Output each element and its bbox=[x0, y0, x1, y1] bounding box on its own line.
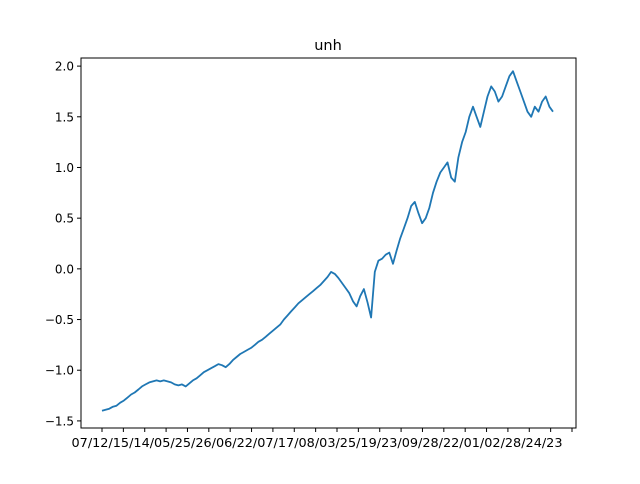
y-tick-label: 0.0 bbox=[55, 262, 74, 276]
y-tick-label: 1.5 bbox=[55, 110, 74, 124]
x-tick-labels: 07/12/15/14/05/25/26/06/22/07/17/08/03/2… bbox=[72, 436, 563, 450]
y-axis: −1.5 −1.0 −0.5 0.0 0.5 1.0 1.5 2.0 bbox=[45, 60, 81, 428]
y-tick-label: −1.5 bbox=[45, 414, 74, 428]
y-tick-label: 2.0 bbox=[55, 60, 74, 74]
chart-title: unh bbox=[314, 38, 342, 54]
y-tick-label: 1.0 bbox=[55, 161, 74, 175]
y-tick-label: −1.0 bbox=[45, 364, 74, 378]
y-tick-label: −0.5 bbox=[45, 313, 74, 327]
series-layer bbox=[101, 70, 554, 412]
y-tick-label: 0.5 bbox=[55, 212, 74, 226]
plot-frame bbox=[80, 57, 577, 429]
x-axis bbox=[101, 428, 573, 432]
series-line bbox=[101, 70, 554, 412]
